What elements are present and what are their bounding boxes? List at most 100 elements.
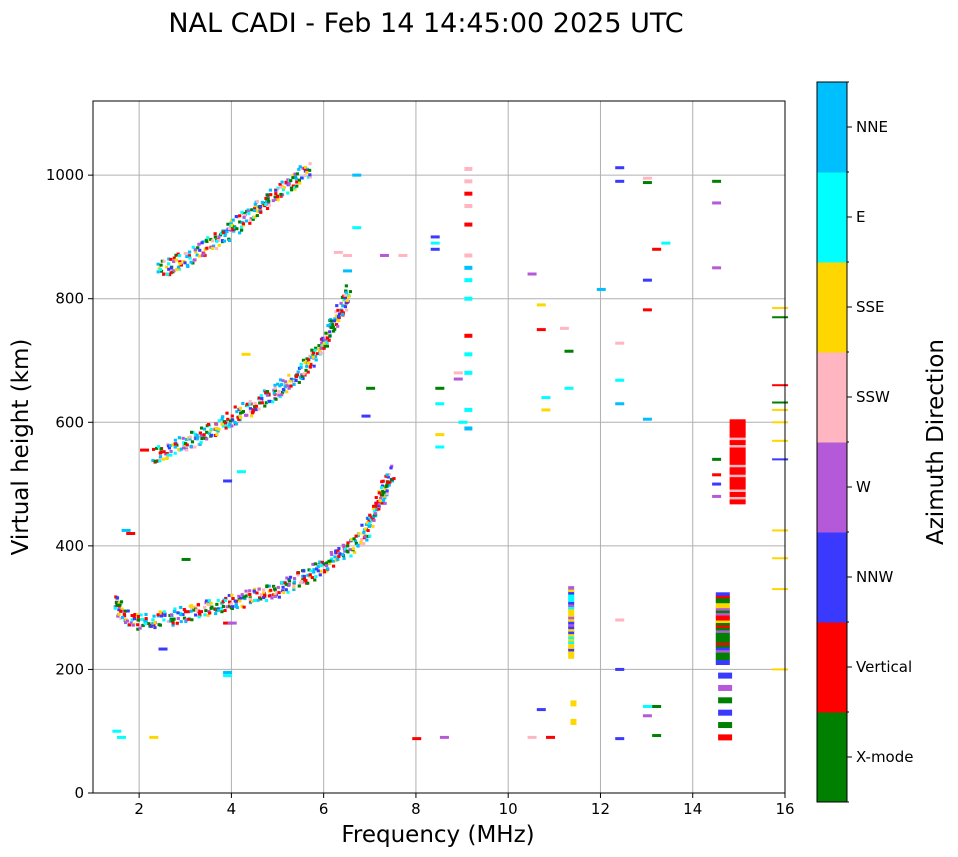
echo-mark bbox=[241, 222, 246, 226]
echo-mark bbox=[373, 512, 378, 516]
echo-mark bbox=[280, 393, 284, 397]
echo-mark bbox=[256, 598, 260, 602]
echo-mark bbox=[153, 626, 157, 630]
echo-mark bbox=[321, 336, 325, 340]
echo-mark bbox=[189, 444, 193, 448]
echo-mark bbox=[182, 608, 186, 612]
echo-mark bbox=[356, 534, 360, 538]
echo-mark bbox=[313, 348, 317, 352]
echo-mark bbox=[277, 389, 281, 393]
echo-mark bbox=[367, 519, 371, 523]
echo-mark bbox=[299, 376, 303, 380]
echo-mark bbox=[328, 561, 332, 565]
echo-mark bbox=[294, 379, 298, 383]
echo-mark bbox=[729, 490, 746, 495]
echo-mark bbox=[194, 250, 198, 254]
echo-mark bbox=[312, 570, 316, 574]
echo-mark bbox=[368, 534, 372, 538]
echo-mark bbox=[287, 181, 291, 185]
echo-mark bbox=[229, 223, 233, 227]
echo-mark bbox=[188, 435, 192, 439]
echo-mark bbox=[188, 256, 192, 260]
echo-mark bbox=[214, 426, 218, 430]
echo-mark bbox=[218, 233, 223, 237]
echo-mark bbox=[729, 495, 746, 500]
echo-mark bbox=[168, 619, 173, 623]
echo-mark bbox=[223, 479, 233, 483]
echo-mark bbox=[435, 402, 445, 406]
echo-mark bbox=[156, 445, 161, 449]
echo-mark bbox=[141, 623, 145, 627]
echo-mark bbox=[122, 612, 126, 616]
colorbar-segment bbox=[817, 622, 847, 713]
echo-mark bbox=[296, 370, 300, 374]
gridlines bbox=[93, 101, 785, 793]
echo-mark bbox=[230, 424, 234, 428]
echo-mark bbox=[216, 429, 220, 433]
echo-mark bbox=[187, 250, 192, 254]
echo-mark bbox=[381, 499, 386, 503]
echo-mark bbox=[322, 562, 327, 566]
echo-mark bbox=[277, 393, 281, 397]
echo-mark bbox=[715, 629, 730, 633]
echo-mark bbox=[642, 308, 652, 312]
echo-mark bbox=[715, 607, 730, 611]
echo-mark bbox=[269, 193, 273, 197]
echo-mark bbox=[541, 408, 551, 412]
echo-mark bbox=[715, 594, 730, 599]
colorbar-segment bbox=[817, 172, 847, 263]
echo-mark bbox=[458, 420, 468, 424]
echo-mark bbox=[383, 501, 387, 505]
echo-mark bbox=[234, 602, 238, 606]
echo-mark bbox=[296, 573, 300, 577]
echo-mark bbox=[229, 228, 233, 232]
echo-mark bbox=[165, 456, 169, 460]
echo-mark bbox=[273, 592, 277, 596]
echo-mark bbox=[715, 617, 730, 621]
echo-mark bbox=[263, 593, 267, 597]
echo-mark bbox=[153, 459, 158, 463]
echo-mark bbox=[172, 256, 176, 260]
echo-mark bbox=[115, 598, 119, 602]
echo-mark bbox=[284, 180, 288, 184]
echo-mark bbox=[151, 622, 155, 626]
echo-mark bbox=[314, 575, 318, 579]
echo-mark bbox=[387, 483, 391, 487]
echo-mark bbox=[256, 209, 260, 213]
echo-mark bbox=[343, 253, 353, 257]
echo-mark bbox=[341, 311, 345, 315]
echo-mark bbox=[296, 571, 300, 575]
echo-mark bbox=[241, 401, 245, 405]
echo-mark bbox=[354, 534, 358, 538]
echo-mark bbox=[199, 440, 203, 444]
echo-mark bbox=[265, 193, 269, 197]
echo-mark bbox=[568, 618, 575, 622]
echo-mark bbox=[304, 579, 308, 583]
echo-mark bbox=[268, 188, 273, 192]
echo-mark bbox=[173, 607, 177, 611]
echo-mark bbox=[162, 259, 166, 263]
echo-mark bbox=[250, 208, 254, 212]
echo-mark bbox=[253, 599, 257, 603]
echo-mark bbox=[274, 192, 278, 196]
echo-mark bbox=[318, 560, 322, 564]
echo-mark bbox=[179, 620, 183, 624]
echo-mark bbox=[377, 491, 381, 495]
echo-mark bbox=[772, 306, 789, 309]
echo-mark bbox=[165, 265, 169, 269]
echo-mark bbox=[207, 431, 211, 435]
echo-mark bbox=[715, 634, 730, 638]
echo-mark bbox=[198, 442, 202, 446]
echo-mark bbox=[259, 210, 263, 214]
echo-mark bbox=[381, 489, 385, 493]
echo-mark bbox=[346, 544, 350, 548]
echo-mark bbox=[439, 735, 449, 739]
echo-mark bbox=[295, 184, 299, 188]
echo-mark bbox=[280, 580, 284, 584]
echo-mark bbox=[242, 605, 246, 609]
echo-mark bbox=[372, 518, 376, 522]
echo-mark bbox=[568, 613, 575, 617]
echo-mark bbox=[342, 556, 346, 560]
echo-mark bbox=[280, 180, 284, 184]
echo-mark bbox=[189, 260, 193, 264]
